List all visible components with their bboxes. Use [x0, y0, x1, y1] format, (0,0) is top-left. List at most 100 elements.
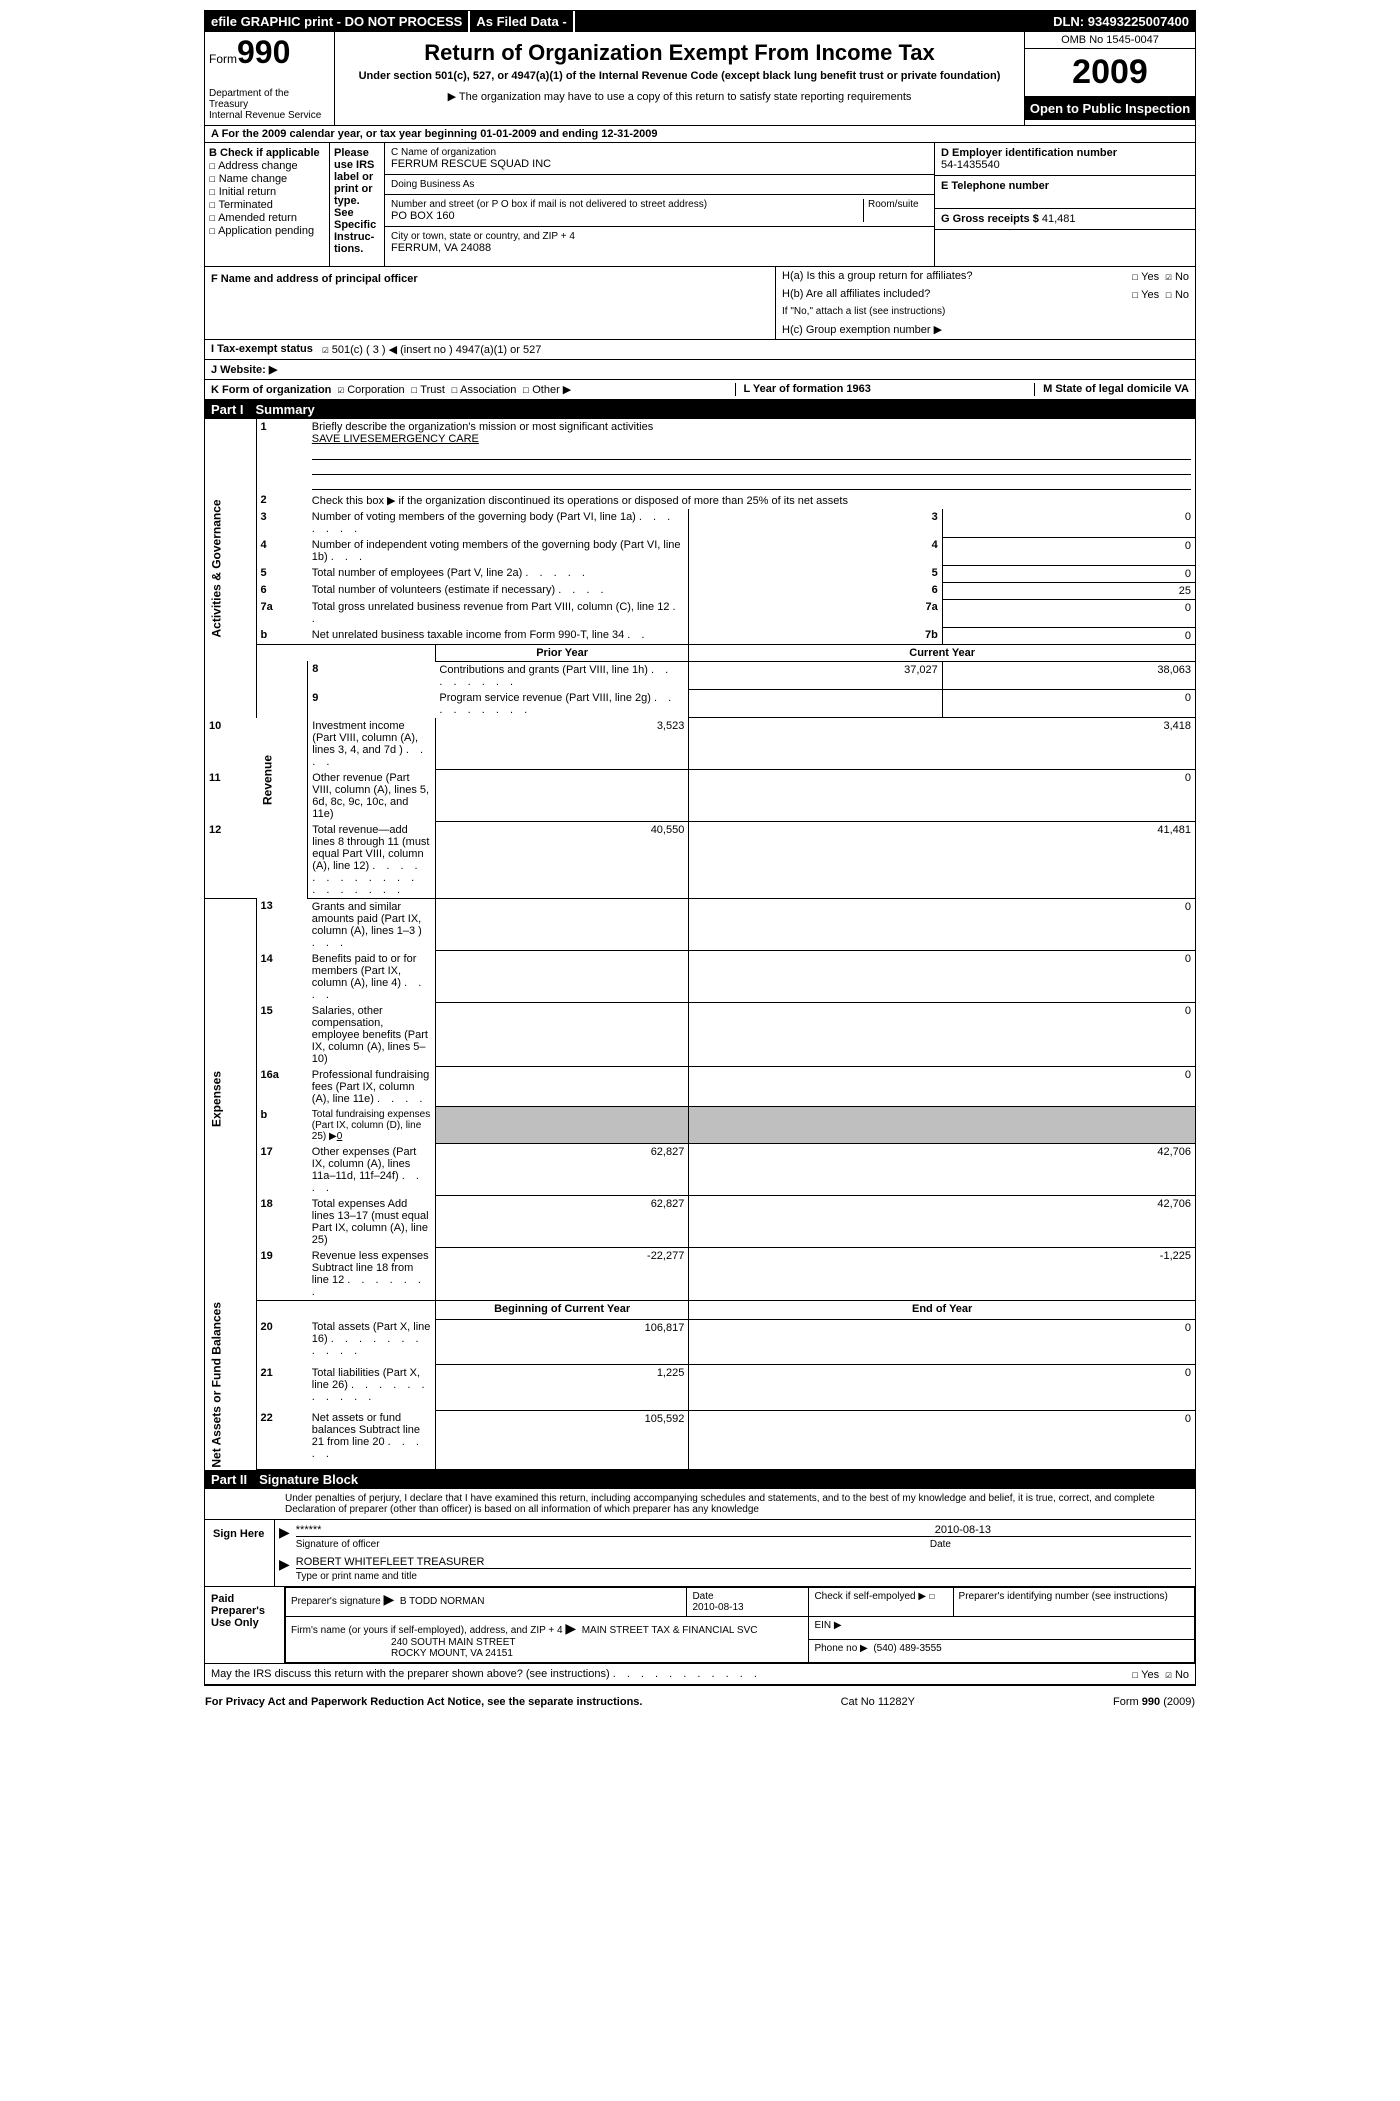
ck-amended[interactable]: ☐ Amended return [209, 211, 325, 224]
ck-name[interactable]: ☐ Name change [209, 172, 325, 185]
prep-date: Date2010-08-13 [687, 1588, 809, 1617]
line-8: Contributions and grants (Part VIII, lin… [435, 661, 688, 690]
preparer-block: Paid Preparer's Use Only Preparer's sign… [205, 1587, 1195, 1664]
sign-here-row: Sign Here ▶ ******2010-08-13 Signature o… [205, 1520, 1195, 1587]
m-state: M State of legal domicile VA [1034, 383, 1189, 396]
h-b: H(b) Are all affiliates included? ☐ Yes … [776, 285, 1195, 303]
ein-cell: D Employer identification number 54-1435… [935, 143, 1195, 176]
ck-initial[interactable]: ☐ Initial return [209, 185, 325, 198]
prep-phone: Phone no ▶ (540) 489-3555 [809, 1640, 1195, 1663]
line-20: Total assets (Part X, line 16) . . . . .… [308, 1319, 436, 1364]
arrow-icon: ▶ [279, 1524, 290, 1550]
efile-notice: efile GRAPHIC print - DO NOT PROCESS [205, 11, 470, 32]
beg-year-h: Beginning of Current Year [435, 1300, 688, 1319]
line-12: Total revenue—add lines 8 through 11 (mu… [308, 822, 436, 899]
row-fh: F Name and address of principal officer … [205, 267, 1195, 340]
current-year-h: Current Year [689, 644, 1195, 661]
line-10: Investment income (Part VIII, column (A)… [308, 718, 436, 770]
line-18: Total expenses Add lines 13–17 (must equ… [308, 1196, 436, 1248]
irs-label-instr: Please use IRS label or print or type. S… [330, 143, 385, 266]
tax-year: 2009 [1025, 49, 1195, 97]
ck-pending[interactable]: ☐ Application pending [209, 224, 325, 237]
h-a: H(a) Is this a group return for affiliat… [776, 267, 1195, 285]
footer-mid: Cat No 11282Y [841, 1696, 915, 1708]
city-cell: City or town, state or country, and ZIP … [385, 227, 934, 258]
col-f-officer: F Name and address of principal officer [205, 267, 775, 339]
line-2: Check this box ▶ if the organization dis… [308, 492, 1195, 509]
phone-cell: E Telephone number [935, 176, 1195, 209]
public-inspection: Open to Public Inspection [1025, 97, 1195, 120]
side-governance: Activities & Governance [205, 419, 256, 718]
form-title: Return of Organization Exempt From Incom… [339, 40, 1020, 66]
h-b-note: If "No," attach a list (see instructions… [776, 303, 1195, 320]
line-17: Other expenses (Part IX, column (A), lin… [308, 1144, 436, 1196]
perjury-decl: Under penalties of perjury, I declare th… [205, 1489, 1195, 1520]
discuss-row: May the IRS discuss this return with the… [205, 1664, 1195, 1685]
side-revenue: Revenue [256, 661, 308, 898]
ck-terminated[interactable]: ☐ Terminated [209, 198, 325, 211]
footer-right: Form 990 (2009) [1113, 1696, 1195, 1708]
dba-cell: Doing Business As [385, 175, 934, 195]
prep-sig: Preparer's signature ▶ B TODD NORMAN [286, 1588, 687, 1617]
footer-left: For Privacy Act and Paperwork Reduction … [205, 1696, 642, 1708]
section-bcd: B Check if applicable ☐ Address change ☐… [205, 143, 1195, 267]
prep-ein: EIN ▶ [809, 1617, 1195, 1640]
line-11: Other revenue (Part VIII, column (A), li… [308, 770, 436, 822]
line-3: Number of voting members of the governin… [308, 509, 689, 537]
row-a-tax-year: A For the 2009 calendar year, or tax yea… [205, 126, 1195, 143]
prior-year-h: Prior Year [435, 644, 688, 661]
row-j: J Website: ▶ [205, 360, 1195, 380]
part-1-header: Part I Summary [205, 400, 1195, 419]
form-number-block: Form990 Department of the Treasury Inter… [205, 32, 335, 125]
header: Form990 Department of the Treasury Inter… [205, 32, 1195, 126]
side-expenses: Expenses [205, 898, 256, 1300]
ck-address[interactable]: ☐ Address change [209, 159, 325, 172]
preparer-table: Preparer's signature ▶ B TODD NORMAN Dat… [285, 1587, 1195, 1663]
year-block: OMB No 1545-0047 2009 Open to Public Ins… [1025, 32, 1195, 125]
prep-self: Check if self-empolyed ▶ ☐ [809, 1588, 953, 1617]
line-14: Benefits paid to or for members (Part IX… [308, 951, 436, 1003]
form-990-page: efile GRAPHIC print - DO NOT PROCESS As … [204, 10, 1196, 1686]
col-d-ein: D Employer identification number 54-1435… [935, 143, 1195, 266]
line-5: Total number of employees (Part V, line … [308, 565, 689, 582]
summary-table: Activities & Governance 1 Briefly descri… [205, 419, 1195, 1470]
as-filed: As Filed Data - [470, 11, 574, 32]
dln: DLN: 93493225007400 [1047, 11, 1195, 32]
line-21: Total liabilities (Part X, line 26) . . … [308, 1365, 436, 1410]
line-9: Program service revenue (Part VIII, line… [435, 690, 688, 718]
h-c: H(c) Group exemption number ▶ [776, 320, 1195, 339]
line-1: Briefly describe the organization's miss… [308, 419, 1195, 492]
org-name-cell: C Name of organization FERRUM RESCUE SQU… [385, 143, 934, 175]
col-b-checkboxes: B Check if applicable ☐ Address change ☐… [205, 143, 330, 266]
l-year: L Year of formation 1963 [735, 383, 871, 396]
gross-cell: G Gross receipts $ 41,481 [935, 209, 1195, 230]
line-6: Total number of volunteers (estimate if … [308, 582, 689, 599]
line-7b: Net unrelated business taxable income fr… [308, 627, 689, 644]
line-16b: Total fundraising expenses (Part IX, col… [308, 1107, 436, 1144]
side-net: Net Assets or Fund Balances [205, 1300, 256, 1470]
prep-ptin: Preparer's identifying number (see instr… [953, 1588, 1194, 1617]
col-h: H(a) Is this a group return for affiliat… [775, 267, 1195, 339]
line-22: Net assets or fund balances Subtract lin… [308, 1410, 436, 1470]
dept-treasury: Department of the Treasury Internal Reve… [209, 88, 330, 121]
omb: OMB No 1545-0047 [1025, 32, 1195, 49]
subtitle: Under section 501(c), 527, or 4947(a)(1)… [339, 70, 1020, 82]
line-7a: Total gross unrelated business revenue f… [308, 599, 689, 627]
row-i: I Tax-exempt status ☑ 501(c) ( 3 ) ◀ (in… [205, 340, 1195, 360]
line-13: Grants and similar amounts paid (Part IX… [308, 898, 436, 951]
top-bar: efile GRAPHIC print - DO NOT PROCESS As … [205, 11, 1195, 32]
row-k: K Form of organization ☑ Corporation ☐ T… [205, 380, 1195, 400]
line-15: Salaries, other compensation, employee b… [308, 1003, 436, 1067]
col-c-org: C Name of organization FERRUM RESCUE SQU… [385, 143, 935, 266]
copy-note: ▶ The organization may have to use a cop… [339, 90, 1020, 103]
signature-block: Under penalties of perjury, I declare th… [205, 1489, 1195, 1685]
part-2-header: Part II Signature Block [205, 1470, 1195, 1489]
line-4: Number of independent voting members of … [308, 537, 689, 565]
prep-firm: Firm's name (or yours if self-employed),… [286, 1617, 809, 1663]
street-cell: Number and street (or P O box if mail is… [385, 195, 934, 227]
arrow-icon: ▶ [279, 1556, 290, 1582]
end-year-h: End of Year [689, 1300, 1195, 1319]
line-16a: Professional fundraising fees (Part IX, … [308, 1067, 436, 1107]
line-19: Revenue less expenses Subtract line 18 f… [308, 1248, 436, 1301]
footer: For Privacy Act and Paperwork Reduction … [199, 1690, 1201, 1714]
